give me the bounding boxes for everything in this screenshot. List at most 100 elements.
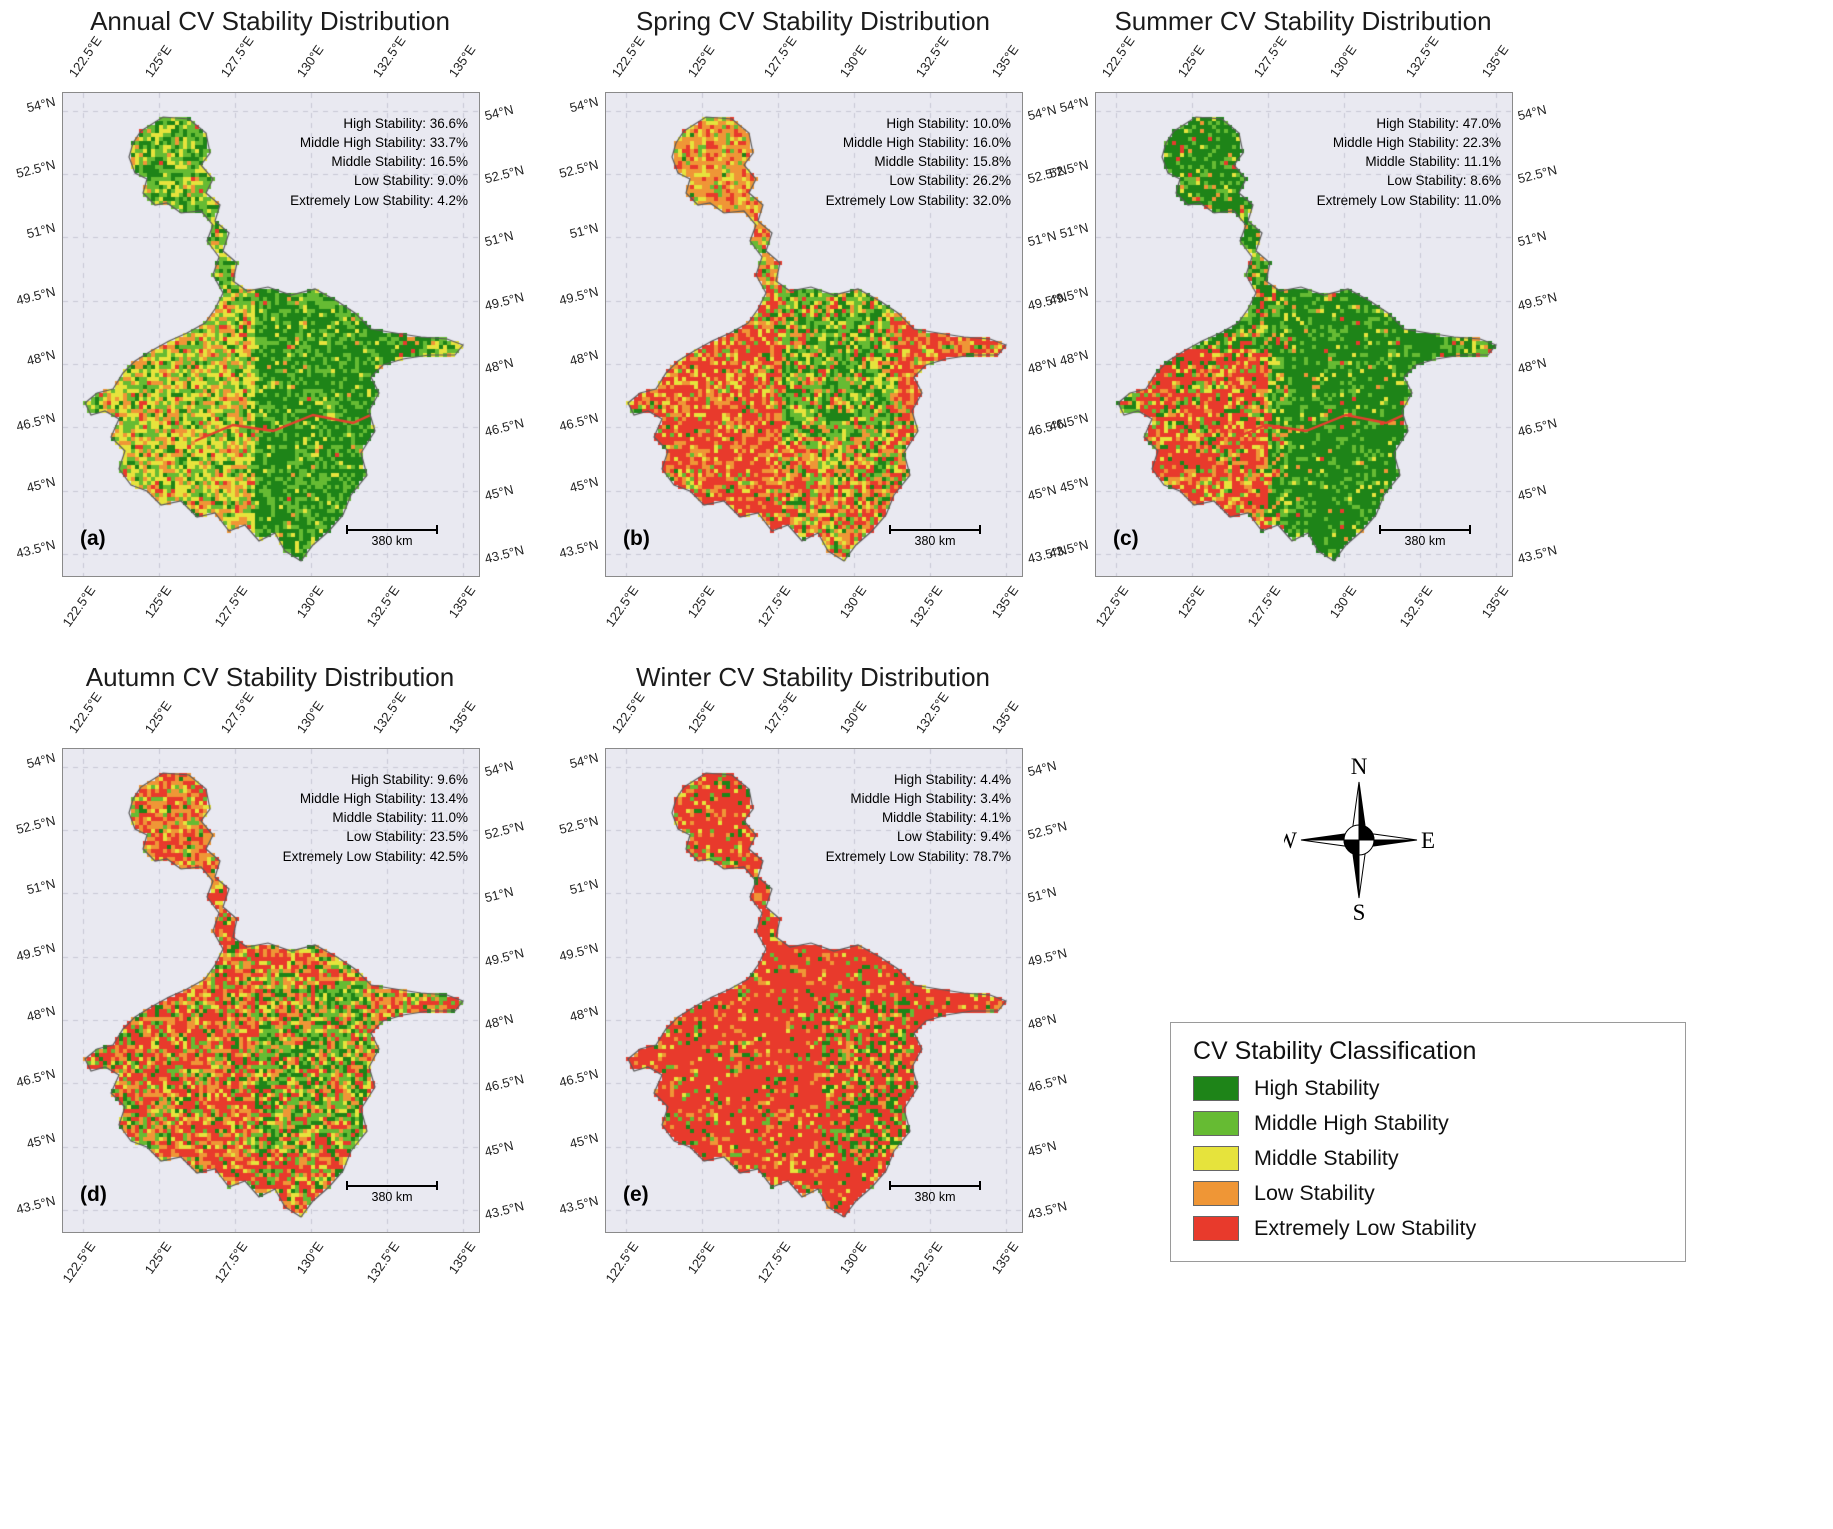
lon-tick-label-top: 125°E	[141, 698, 175, 736]
panel-c-scale-bar: 380 km	[1379, 523, 1471, 548]
lat-tick-label-left: 45°N	[25, 473, 57, 496]
lat-tick-label-left: 43.5°N	[1047, 536, 1090, 561]
lon-tick-label-bottom: 130°E	[293, 1239, 327, 1277]
stat-line: Middle Stability: 11.0%	[332, 810, 468, 826]
lon-tick-label-top: 135°E	[445, 698, 479, 736]
lon-tick-label-bottom: 130°E	[836, 583, 870, 621]
panel-b-letter: (b)	[623, 527, 650, 550]
stat-line: Low Stability: 9.4%	[896, 829, 1011, 845]
lon-tick-label-bottom: 127.5°E	[211, 1239, 251, 1286]
lat-tick-label-right: 46.5°N	[1026, 1071, 1069, 1096]
panel-d-title: Autumn CV Stability Distribution	[85, 662, 455, 692]
lon-tick-label-top: 130°E	[836, 698, 870, 736]
lat-tick-label-left: 48°N	[25, 346, 57, 369]
lat-tick-label-left: 54°N	[568, 749, 600, 772]
scale-bar-label: 380 km	[1404, 534, 1446, 548]
lat-tick-label-left: 52.5°N	[14, 812, 57, 837]
panel-e-stats: High Stability: 4.4% Middle High Stabilit…	[701, 770, 1011, 866]
lat-tick-label-right: 54°N	[1026, 757, 1058, 780]
legend-label: Extremely Low Stability	[1254, 1216, 1477, 1240]
lat-tick-label-right: 52.5°N	[1026, 818, 1069, 843]
lon-tick-label-bottom: 135°E	[988, 583, 1022, 621]
lat-tick-label-left: 51°N	[568, 875, 600, 898]
stat-line: High Stability: 36.6%	[343, 116, 468, 131]
panel-c-letter: (c)	[1113, 527, 1139, 550]
lat-tick-label-right: 49.5°N	[1026, 945, 1069, 970]
lat-tick-label-right: 48°N	[1516, 354, 1548, 377]
compass-label-s: S	[1353, 900, 1366, 925]
panel-b-map	[605, 92, 1023, 577]
lat-tick-label-left: 52.5°N	[557, 812, 600, 837]
stat-line: Middle High Stability: 33.7%	[299, 135, 468, 151]
lat-tick-label-left: 45°N	[568, 1129, 600, 1152]
lat-tick-label-left: 43.5°N	[14, 536, 57, 561]
stat-line: Low Stability: 23.5%	[346, 829, 468, 845]
lat-tick-label-right: 46.5°N	[1516, 415, 1559, 440]
legend-item: Extremely Low Stability	[1193, 1216, 1663, 1241]
lat-tick-label-left: 51°N	[25, 219, 57, 242]
lon-tick-label-bottom: 122.5°E	[602, 1239, 642, 1286]
lat-tick-label-left: 46.5°N	[557, 1065, 600, 1090]
lon-tick-label-top: 122.5°E	[608, 689, 648, 736]
legend-label: Middle Stability	[1254, 1146, 1399, 1170]
lon-tick-label-top: 135°E	[1478, 42, 1512, 80]
panel-d-scale-bar: 380 km	[346, 1179, 438, 1204]
lon-tick-label-top: 127.5°E	[217, 33, 257, 80]
panel-c-stats: High Stability: 47.0% Middle High Stabili…	[1191, 114, 1501, 210]
lon-tick-label-bottom: 130°E	[1326, 583, 1360, 621]
legend-label: Low Stability	[1254, 1181, 1375, 1205]
stat-line: Low Stability: 9.0%	[353, 173, 468, 189]
lat-tick-label-left: 46.5°N	[1047, 409, 1090, 434]
lat-tick-label-left: 52.5°N	[557, 156, 600, 181]
compass-label-n: N	[1351, 754, 1368, 779]
lat-tick-label-left: 54°N	[25, 749, 57, 772]
scale-bar-line	[1379, 525, 1471, 534]
legend-swatch	[1193, 1111, 1239, 1136]
lat-tick-label-right: 51°N	[1026, 883, 1058, 906]
lon-tick-label-bottom: 132.5°E	[363, 583, 403, 630]
panel-d-letter: (d)	[80, 1183, 107, 1206]
lat-tick-label-right: 48°N	[1026, 1010, 1058, 1033]
stat-line: Middle Stability: 4.1%	[881, 810, 1011, 826]
lon-tick-label-bottom: 132.5°E	[906, 583, 946, 630]
lon-tick-label-bottom: 135°E	[1478, 583, 1512, 621]
lon-tick-label-top: 132.5°E	[912, 33, 952, 80]
lat-tick-label-right: 54°N	[1516, 101, 1548, 124]
lon-tick-label-bottom: 127.5°E	[754, 583, 794, 630]
lat-tick-label-left: 49.5°N	[14, 283, 57, 308]
stat-line: Extremely Low Stability: 11.0%	[1316, 192, 1501, 208]
stat-line: Middle High Stability: 22.3%	[1332, 135, 1501, 151]
lat-tick-label-left: 48°N	[568, 346, 600, 369]
lon-tick-label-top: 132.5°E	[1402, 33, 1442, 80]
lon-tick-label-top: 135°E	[988, 698, 1022, 736]
lat-tick-label-left: 48°N	[25, 1002, 57, 1025]
legend-swatch	[1193, 1181, 1239, 1206]
legend-item: High Stability	[1193, 1076, 1663, 1101]
lon-tick-label-bottom: 122.5°E	[59, 1239, 99, 1286]
scale-bar-line	[346, 1181, 438, 1190]
legend-item: Middle Stability	[1193, 1146, 1663, 1171]
panel-c-map	[1095, 92, 1513, 577]
lon-tick-label-bottom: 125°E	[684, 1239, 718, 1277]
stat-line: High Stability: 4.4%	[893, 772, 1011, 787]
stat-line: High Stability: 9.6%	[350, 772, 468, 787]
lon-tick-label-bottom: 122.5°E	[602, 583, 642, 630]
lon-tick-label-top: 125°E	[684, 42, 718, 80]
compass-rose: N S W E	[1284, 754, 1434, 925]
lon-tick-label-top: 125°E	[684, 698, 718, 736]
panel-c-title: Summer CV Stability Distribution	[1114, 6, 1492, 36]
lat-tick-label-left: 46.5°N	[14, 1065, 57, 1090]
lat-tick-label-right: 52.5°N	[1516, 162, 1559, 187]
panel-e-letter: (e)	[623, 1183, 649, 1206]
lat-tick-label-left: 43.5°N	[557, 1192, 600, 1217]
lat-tick-label-left: 49.5°N	[557, 939, 600, 964]
lat-tick-label-left: 54°N	[25, 93, 57, 116]
stat-line: Middle High Stability: 13.4%	[299, 791, 468, 807]
compass-label-e: E	[1421, 828, 1434, 853]
lon-tick-label-top: 135°E	[445, 42, 479, 80]
lat-tick-label-left: 45°N	[568, 473, 600, 496]
stat-line: Middle Stability: 15.8%	[874, 154, 1011, 170]
lon-tick-label-bottom: 135°E	[445, 1239, 479, 1277]
stat-line: Low Stability: 26.2%	[889, 173, 1011, 189]
